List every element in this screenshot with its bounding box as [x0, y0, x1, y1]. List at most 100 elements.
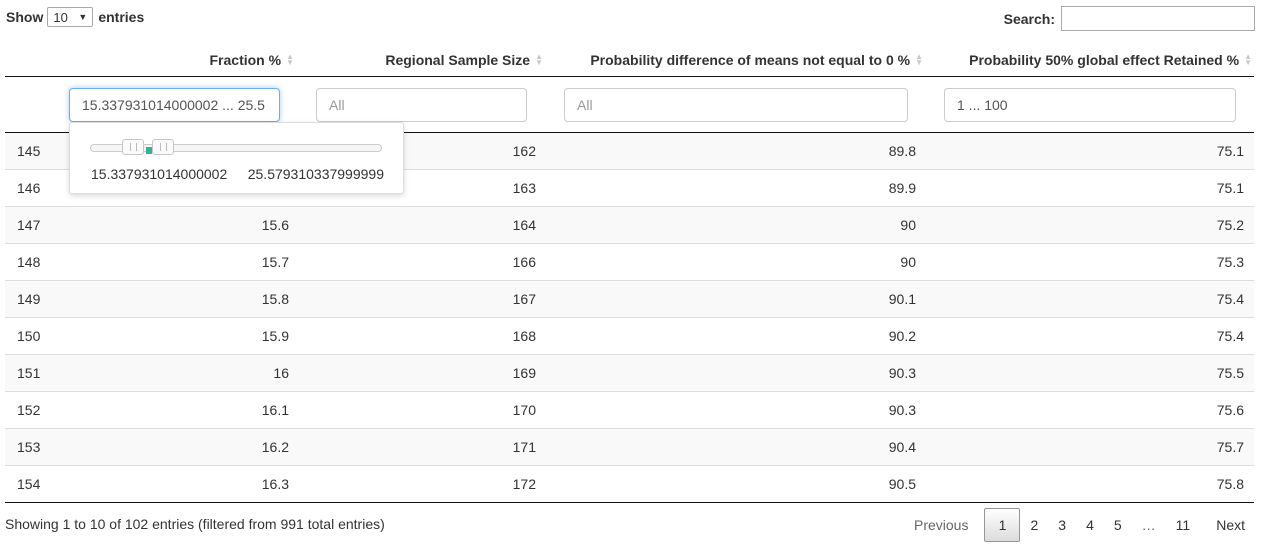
cell-prob-diff: 90.5	[888, 476, 916, 492]
sort-icon: ▲ ▼	[535, 51, 543, 67]
table-row: 152 16.1 170 90.3 75.6	[5, 392, 1254, 429]
fraction-filter-value: 15.337931014000002 ... 25.5	[82, 97, 265, 113]
cell-sample-size: 170	[512, 402, 536, 418]
table-row: 148 15.7 166 90 75.3	[5, 244, 1254, 281]
cell-fraction: 15.9	[261, 328, 289, 344]
cell-index: 150	[17, 328, 41, 344]
column-header-sample-size[interactable]: Regional Sample Size ▲ ▼	[294, 43, 543, 76]
cell-prob-diff: 90.3	[888, 365, 916, 381]
column-header-label: Probability difference of means not equa…	[590, 51, 911, 68]
cell-index: 154	[17, 476, 41, 492]
sample-size-filter-placeholder: All	[329, 97, 345, 113]
prob-retained-filter-value: 1 ... 100	[957, 97, 1008, 113]
cell-sample-size: 167	[512, 291, 536, 307]
page-button[interactable]: 3	[1058, 517, 1067, 533]
cell-index: 152	[17, 402, 41, 418]
page-button[interactable]: 2	[1030, 517, 1039, 533]
search-input[interactable]	[1061, 6, 1255, 31]
cell-index: 147	[17, 217, 41, 233]
cell-index: 146	[17, 180, 41, 196]
table-row: 149 15.8 167 90.1 75.4	[5, 281, 1254, 318]
range-slider-popup: 15.337931014000002 25.579310337999999	[69, 122, 404, 194]
cell-prob-diff: 90.4	[888, 439, 916, 455]
cell-sample-size: 164	[512, 217, 536, 233]
table-row: 154 16.3 172 90.5 75.8	[5, 466, 1254, 503]
page-button-last[interactable]: 11	[1175, 517, 1191, 533]
page-button[interactable]: 4	[1086, 517, 1094, 533]
column-header-fraction[interactable]: Fraction % ▲ ▼	[45, 43, 295, 76]
prob-retained-filter-input[interactable]: 1 ... 100	[944, 88, 1236, 122]
length-menu-suffix: entries	[98, 9, 145, 25]
cell-index: 145	[17, 143, 41, 159]
cell-prob-diff: 89.9	[888, 180, 916, 196]
pagination: Previous 1 2 3 4 5 … 11 Next	[904, 507, 1255, 543]
sample-size-filter-input[interactable]: All	[316, 88, 527, 122]
table-body: 145 162 89.8 75.1 146 163 89.9 75.1 147 15.6 164 90…	[5, 133, 1254, 503]
cell-prob-retained: 75.3	[1216, 254, 1244, 270]
cell-prob-diff: 90.3	[888, 402, 916, 418]
cell-prob-retained: 75.1	[1216, 180, 1244, 196]
cell-prob-diff: 90.1	[888, 291, 916, 307]
table-row: 146 163 89.9 75.1	[5, 170, 1254, 207]
table-header: Fraction % ▲ ▼ Regional Sample Size ▲ ▼ Pr…	[5, 43, 1254, 77]
column-header-label: Probability 50% global effect Retained %	[969, 51, 1240, 68]
sort-icon: ▲ ▼	[915, 51, 923, 67]
column-header-prob-retained[interactable]: Probability 50% global effect Retained %…	[923, 43, 1252, 76]
cell-prob-retained: 75.7	[1216, 439, 1244, 455]
caret-down-icon: ▼	[78, 12, 88, 22]
cell-fraction: 15.7	[261, 254, 289, 270]
cell-prob-retained: 75.4	[1216, 291, 1244, 307]
cell-sample-size: 168	[512, 328, 536, 344]
column-header-label: Regional Sample Size	[385, 51, 531, 68]
cell-prob-diff: 90.2	[888, 328, 916, 344]
cell-prob-retained: 75.2	[1216, 217, 1244, 233]
filter-row: 15.337931014000002 ... 25.5 All All 1 ..…	[5, 77, 1254, 133]
cell-prob-diff: 90	[900, 254, 916, 270]
entries-per-page-value: 10	[53, 9, 68, 25]
slider-selected-range	[146, 147, 152, 154]
cell-prob-diff: 90	[900, 217, 916, 233]
cell-fraction: 15.6	[261, 217, 289, 233]
cell-sample-size: 162	[512, 143, 536, 159]
fraction-filter-input[interactable]: 15.337931014000002 ... 25.5	[69, 88, 280, 122]
page-button[interactable]: 5	[1113, 517, 1122, 533]
pagination-ellipsis: …	[1141, 517, 1156, 533]
cell-prob-retained: 75.8	[1216, 476, 1244, 492]
column-header-index[interactable]	[5, 43, 45, 76]
slider-track[interactable]	[90, 144, 382, 152]
prob-diff-filter-input[interactable]: All	[564, 88, 908, 122]
table-row: 150 15.9 168 90.2 75.4	[5, 318, 1254, 355]
search-label: Search:	[1003, 10, 1055, 27]
entries-per-page-select[interactable]: 10 ▼	[47, 7, 94, 27]
table-row: 151 16 169 90.3 75.5	[5, 355, 1254, 392]
table-info: Showing 1 to 10 of 102 entries (filtered…	[5, 516, 385, 532]
cell-index: 148	[17, 254, 41, 270]
prob-diff-filter-placeholder: All	[577, 97, 593, 113]
cell-fraction: 16.2	[261, 439, 289, 455]
cell-sample-size: 166	[512, 254, 536, 270]
cell-sample-size: 171	[512, 439, 536, 455]
table-row: 147 15.6 164 90 75.2	[5, 207, 1254, 244]
cell-fraction: 16	[273, 365, 289, 381]
slider-min-label: 15.337931014000002	[91, 166, 228, 182]
column-header-prob-diff[interactable]: Probability difference of means not equa…	[543, 43, 923, 76]
cell-index: 151	[17, 365, 41, 381]
search-box: Search:	[1004, 6, 1255, 31]
cell-sample-size: 163	[512, 180, 536, 196]
cell-sample-size: 172	[512, 476, 536, 492]
slider-min-handle[interactable]	[122, 139, 144, 155]
slider-max-label: 25.579310337999999	[247, 166, 384, 182]
next-page-button[interactable]: Next	[1216, 517, 1245, 533]
slider-max-handle[interactable]	[152, 139, 174, 155]
length-menu: Show 10 ▼ entries	[6, 6, 144, 28]
cell-fraction: 16.3	[261, 476, 289, 492]
cell-prob-retained: 75.5	[1216, 365, 1244, 381]
cell-fraction: 15.8	[261, 291, 289, 307]
table-row: 153 16.2 171 90.4 75.7	[5, 429, 1254, 466]
cell-fraction: 16.1	[261, 402, 289, 418]
cell-prob-retained: 75.1	[1216, 143, 1244, 159]
page-button-current[interactable]: 1	[984, 508, 1021, 542]
sort-icon: ▲ ▼	[1244, 51, 1252, 67]
cell-index: 153	[17, 439, 41, 455]
previous-page-button[interactable]: Previous	[914, 517, 969, 533]
